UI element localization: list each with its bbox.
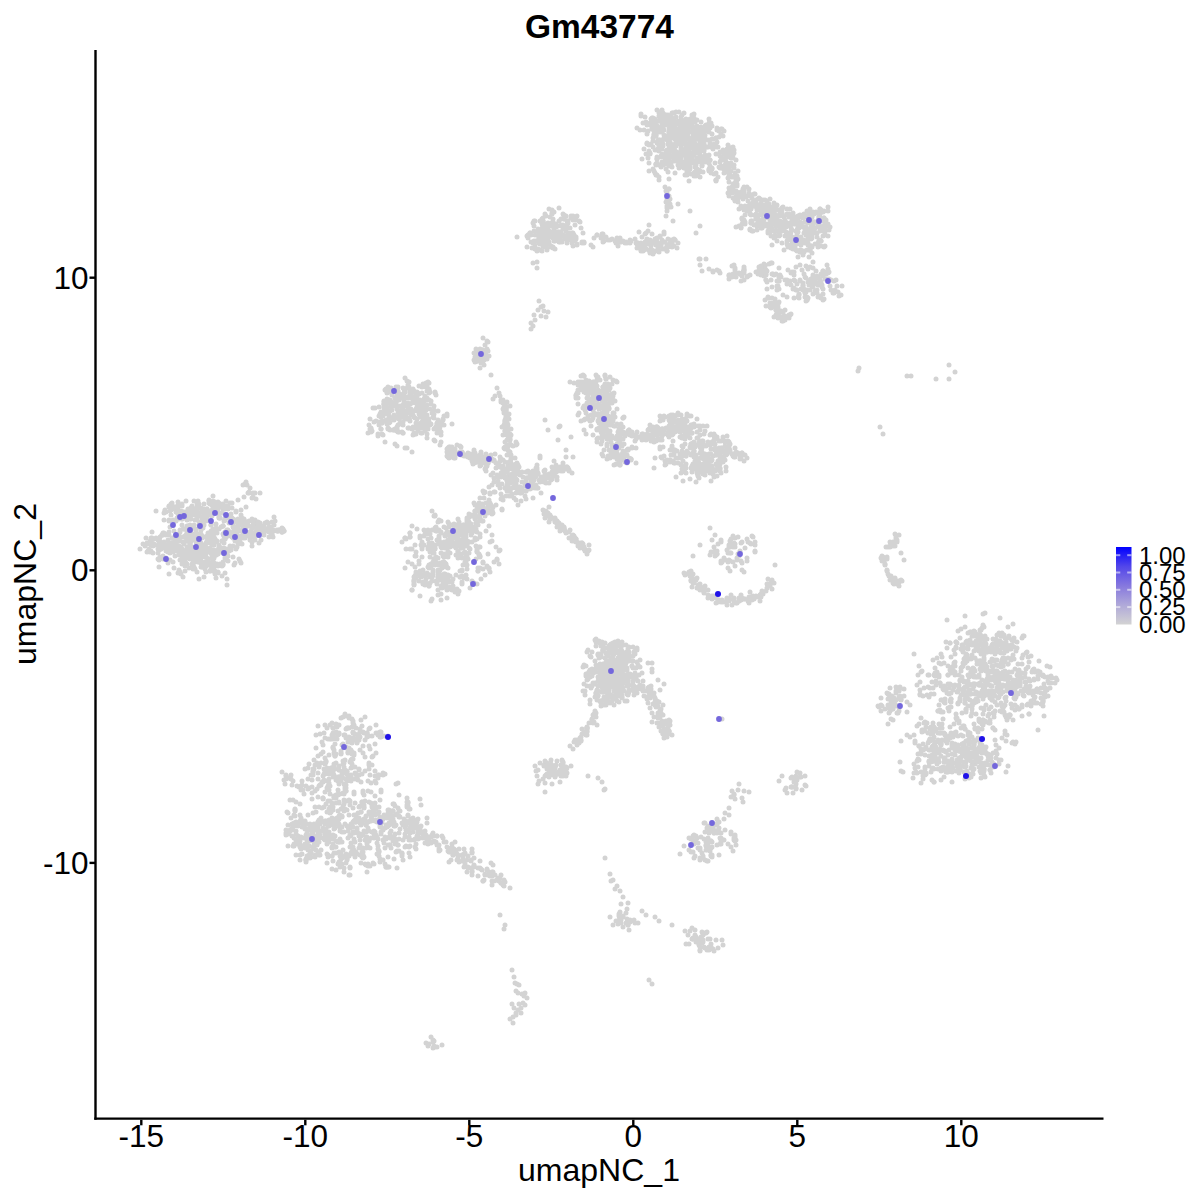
svg-text:10: 10 — [53, 260, 88, 296]
svg-text:10: 10 — [944, 1118, 979, 1154]
svg-text:Gm43774: Gm43774 — [525, 8, 674, 45]
svg-text:umapNC_1: umapNC_1 — [518, 1152, 680, 1188]
svg-text:-5: -5 — [455, 1118, 483, 1154]
svg-text:0: 0 — [625, 1118, 643, 1154]
svg-text:-10: -10 — [43, 845, 89, 881]
svg-text:-10: -10 — [283, 1118, 329, 1154]
svg-text:0: 0 — [71, 552, 89, 588]
svg-text:umapNC_2: umapNC_2 — [7, 503, 43, 665]
svg-text:5: 5 — [789, 1118, 807, 1154]
svg-text:0.00: 0.00 — [1139, 611, 1186, 638]
svg-text:-15: -15 — [119, 1118, 165, 1154]
